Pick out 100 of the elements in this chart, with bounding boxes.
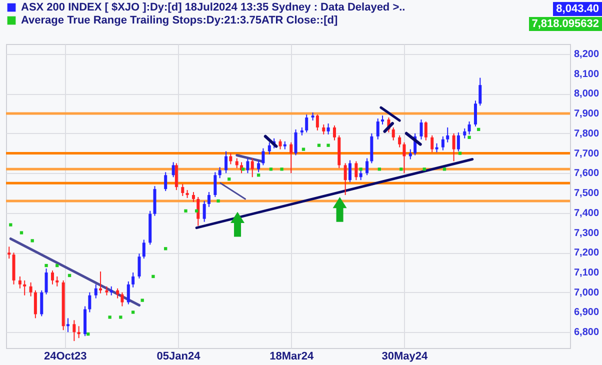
candlestick — [202, 200, 206, 222]
text: 8,043.40 — [553, 2, 602, 16]
candlestick — [478, 77, 482, 106]
candlestick — [94, 284, 98, 299]
point — [68, 274, 72, 278]
candlestick — [181, 184, 184, 196]
candlestick — [235, 158, 238, 169]
candlestick — [344, 162, 347, 196]
x-tick-label: 05Jan24 — [156, 350, 202, 362]
point — [9, 223, 12, 226]
candlestick — [224, 150, 228, 174]
candlestick — [40, 290, 44, 317]
point — [140, 298, 144, 302]
candlestick — [420, 119, 423, 140]
candlestick — [463, 128, 466, 139]
legend-label: ASX 200 INDEX [ $XJO ]:Dy:[d] 18Jul2024 13:35 Sydney : Data Delayed >.. — [21, 2, 406, 14]
point — [20, 231, 24, 234]
candlestick — [456, 132, 460, 152]
y-tick-label: 7,300 — [574, 228, 600, 239]
candlestick — [348, 160, 352, 183]
point — [56, 264, 59, 268]
point — [422, 168, 426, 171]
candlestick — [408, 148, 412, 160]
candlestick — [50, 270, 54, 285]
candlestick — [172, 162, 175, 178]
point — [44, 264, 48, 268]
point — [458, 152, 462, 155]
candlestick — [402, 142, 406, 174]
y-tick-label: 8,200 — [574, 48, 600, 60]
candlestick — [398, 134, 402, 148]
candlestick — [99, 271, 102, 294]
candlestick — [452, 132, 456, 162]
y-tick-label: 8,000 — [574, 88, 600, 100]
y-tick-label: 6,800 — [574, 327, 600, 338]
candlestick — [359, 168, 362, 181]
point — [326, 144, 330, 147]
candlestick — [77, 326, 80, 339]
point — [378, 168, 381, 171]
point — [241, 168, 245, 171]
candlestick — [196, 196, 200, 226]
candlestick — [322, 124, 326, 135]
point — [280, 168, 284, 171]
point — [86, 332, 90, 336]
point — [195, 209, 198, 212]
candlestick — [430, 134, 434, 153]
candlestick — [468, 120, 471, 135]
point — [119, 316, 122, 319]
candlestick — [56, 276, 59, 287]
candlestick — [142, 239, 146, 260]
candlestick — [305, 114, 308, 133]
candlestick — [192, 192, 195, 202]
candlestick — [316, 114, 319, 131]
candlestick — [214, 172, 217, 198]
candlestick — [474, 100, 477, 127]
candlestick — [326, 122, 330, 135]
point — [468, 136, 471, 139]
candlestick — [29, 282, 32, 297]
x-tick-label: 30May24 — [382, 350, 429, 362]
candlestick — [257, 160, 260, 173]
candlestick — [229, 152, 232, 165]
point — [359, 168, 362, 171]
point — [30, 239, 34, 242]
candlestick — [250, 158, 254, 178]
x-tick-label: 24Oct23 — [44, 350, 87, 362]
candlestick — [366, 158, 369, 176]
y-tick-label: 7,100 — [574, 267, 600, 278]
candlestick — [392, 126, 395, 141]
point — [216, 199, 220, 203]
candlestick — [88, 292, 92, 313]
candlestick — [34, 290, 37, 319]
candlestick — [132, 272, 135, 288]
candlestick — [262, 148, 265, 166]
candlestick — [294, 128, 298, 156]
candlestick — [44, 268, 48, 295]
point — [256, 174, 260, 177]
y-tick-label: 7,800 — [574, 128, 600, 140]
candlestick — [66, 318, 70, 333]
candlestick — [424, 120, 428, 141]
candlestick — [354, 160, 358, 181]
point — [442, 168, 446, 171]
y-tick-label: 7,400 — [574, 208, 600, 219]
point — [228, 178, 231, 181]
point — [317, 144, 321, 147]
candlestick — [290, 142, 293, 174]
point — [152, 274, 155, 278]
y-tick-label: 7,200 — [574, 248, 600, 259]
y-tick-label: 8,100 — [574, 68, 600, 80]
x-tick-label: 18Mar24 — [270, 350, 314, 362]
candlestick — [72, 320, 76, 342]
candlestick — [441, 136, 444, 151]
candlestick — [218, 166, 222, 179]
candlestick — [446, 126, 450, 143]
point — [108, 316, 112, 319]
point — [302, 148, 306, 151]
candlestick — [278, 138, 282, 150]
point — [269, 168, 273, 171]
y-tick-label: 7,600 — [574, 168, 600, 180]
point — [164, 247, 168, 250]
candlestick — [246, 158, 250, 174]
candlestick — [23, 280, 26, 296]
